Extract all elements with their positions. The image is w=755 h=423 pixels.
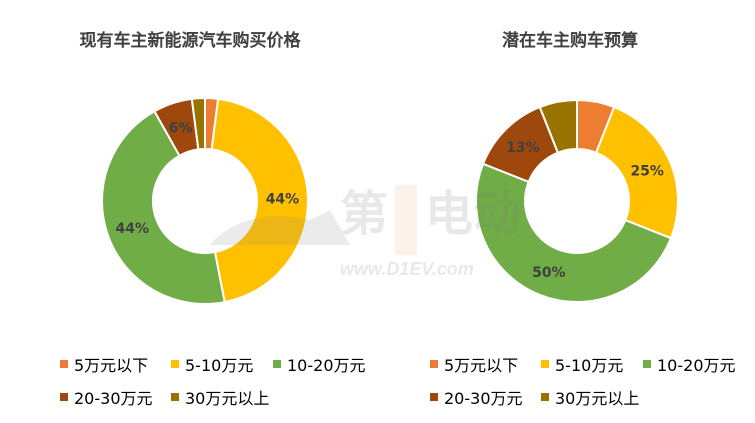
legend-label: 20-30万元 [74, 389, 153, 408]
legend-label: 30万元以上 [555, 389, 640, 408]
legend-item-right-3: 20-30万元 [430, 385, 523, 409]
legend-label: 5-10万元 [555, 356, 624, 375]
legend-label: 5万元以下 [74, 356, 149, 375]
legend-item-left-4: 30万元以上 [171, 385, 269, 409]
donut-slice-left-2 [101, 109, 226, 305]
legend-swatch [541, 393, 549, 401]
chart-title-left: 现有车主新能源汽车购买价格 [79, 31, 301, 51]
legend-swatch [643, 360, 651, 368]
legend-item-right-4: 30万元以上 [541, 385, 639, 409]
legend-item-left-2: 10-20万元 [273, 352, 366, 376]
donut-slice-right-4 [538, 98, 578, 154]
legend-label: 10-20万元 [287, 356, 366, 375]
donut-slice-right-2 [475, 162, 673, 303]
legend-swatch [60, 393, 68, 401]
legend-label: 20-30万元 [444, 389, 523, 408]
data-label-left-3: 6% [169, 120, 193, 136]
legend-swatch [60, 360, 68, 368]
data-label-right-1: 25% [630, 164, 664, 180]
legend-label: 30万元以上 [185, 389, 270, 408]
donut-slice-left-4 [190, 96, 206, 151]
legend-label: 10-20万元 [657, 356, 736, 375]
legend-item-left-1: 5-10万元 [171, 352, 253, 376]
legend-item-right-0: 5万元以下 [430, 352, 518, 376]
legend-item-left-3: 20-30万元 [60, 385, 153, 409]
legend-swatch [430, 360, 438, 368]
legend-swatch [171, 360, 179, 368]
donut-slice-right-1 [594, 105, 679, 240]
legend-item-right-2: 10-20万元 [643, 352, 736, 376]
data-label-left-2: 44% [116, 221, 150, 237]
data-label-right-2: 50% [532, 265, 566, 281]
data-label-left-1: 44% [266, 192, 300, 208]
legend-swatch [430, 393, 438, 401]
legend-item-right-1: 5-10万元 [541, 352, 623, 376]
legend-swatch [171, 393, 179, 401]
chart-title-right: 潜在车主购车预算 [502, 31, 638, 51]
legend-label: 5万元以下 [444, 356, 519, 375]
data-label-right-3: 13% [506, 140, 540, 156]
legend-swatch [273, 360, 281, 368]
donut-slice-left-1 [210, 97, 309, 304]
legend-label: 5-10万元 [185, 356, 254, 375]
legend-swatch [541, 360, 549, 368]
legend-item-left-0: 5万元以下 [60, 352, 148, 376]
